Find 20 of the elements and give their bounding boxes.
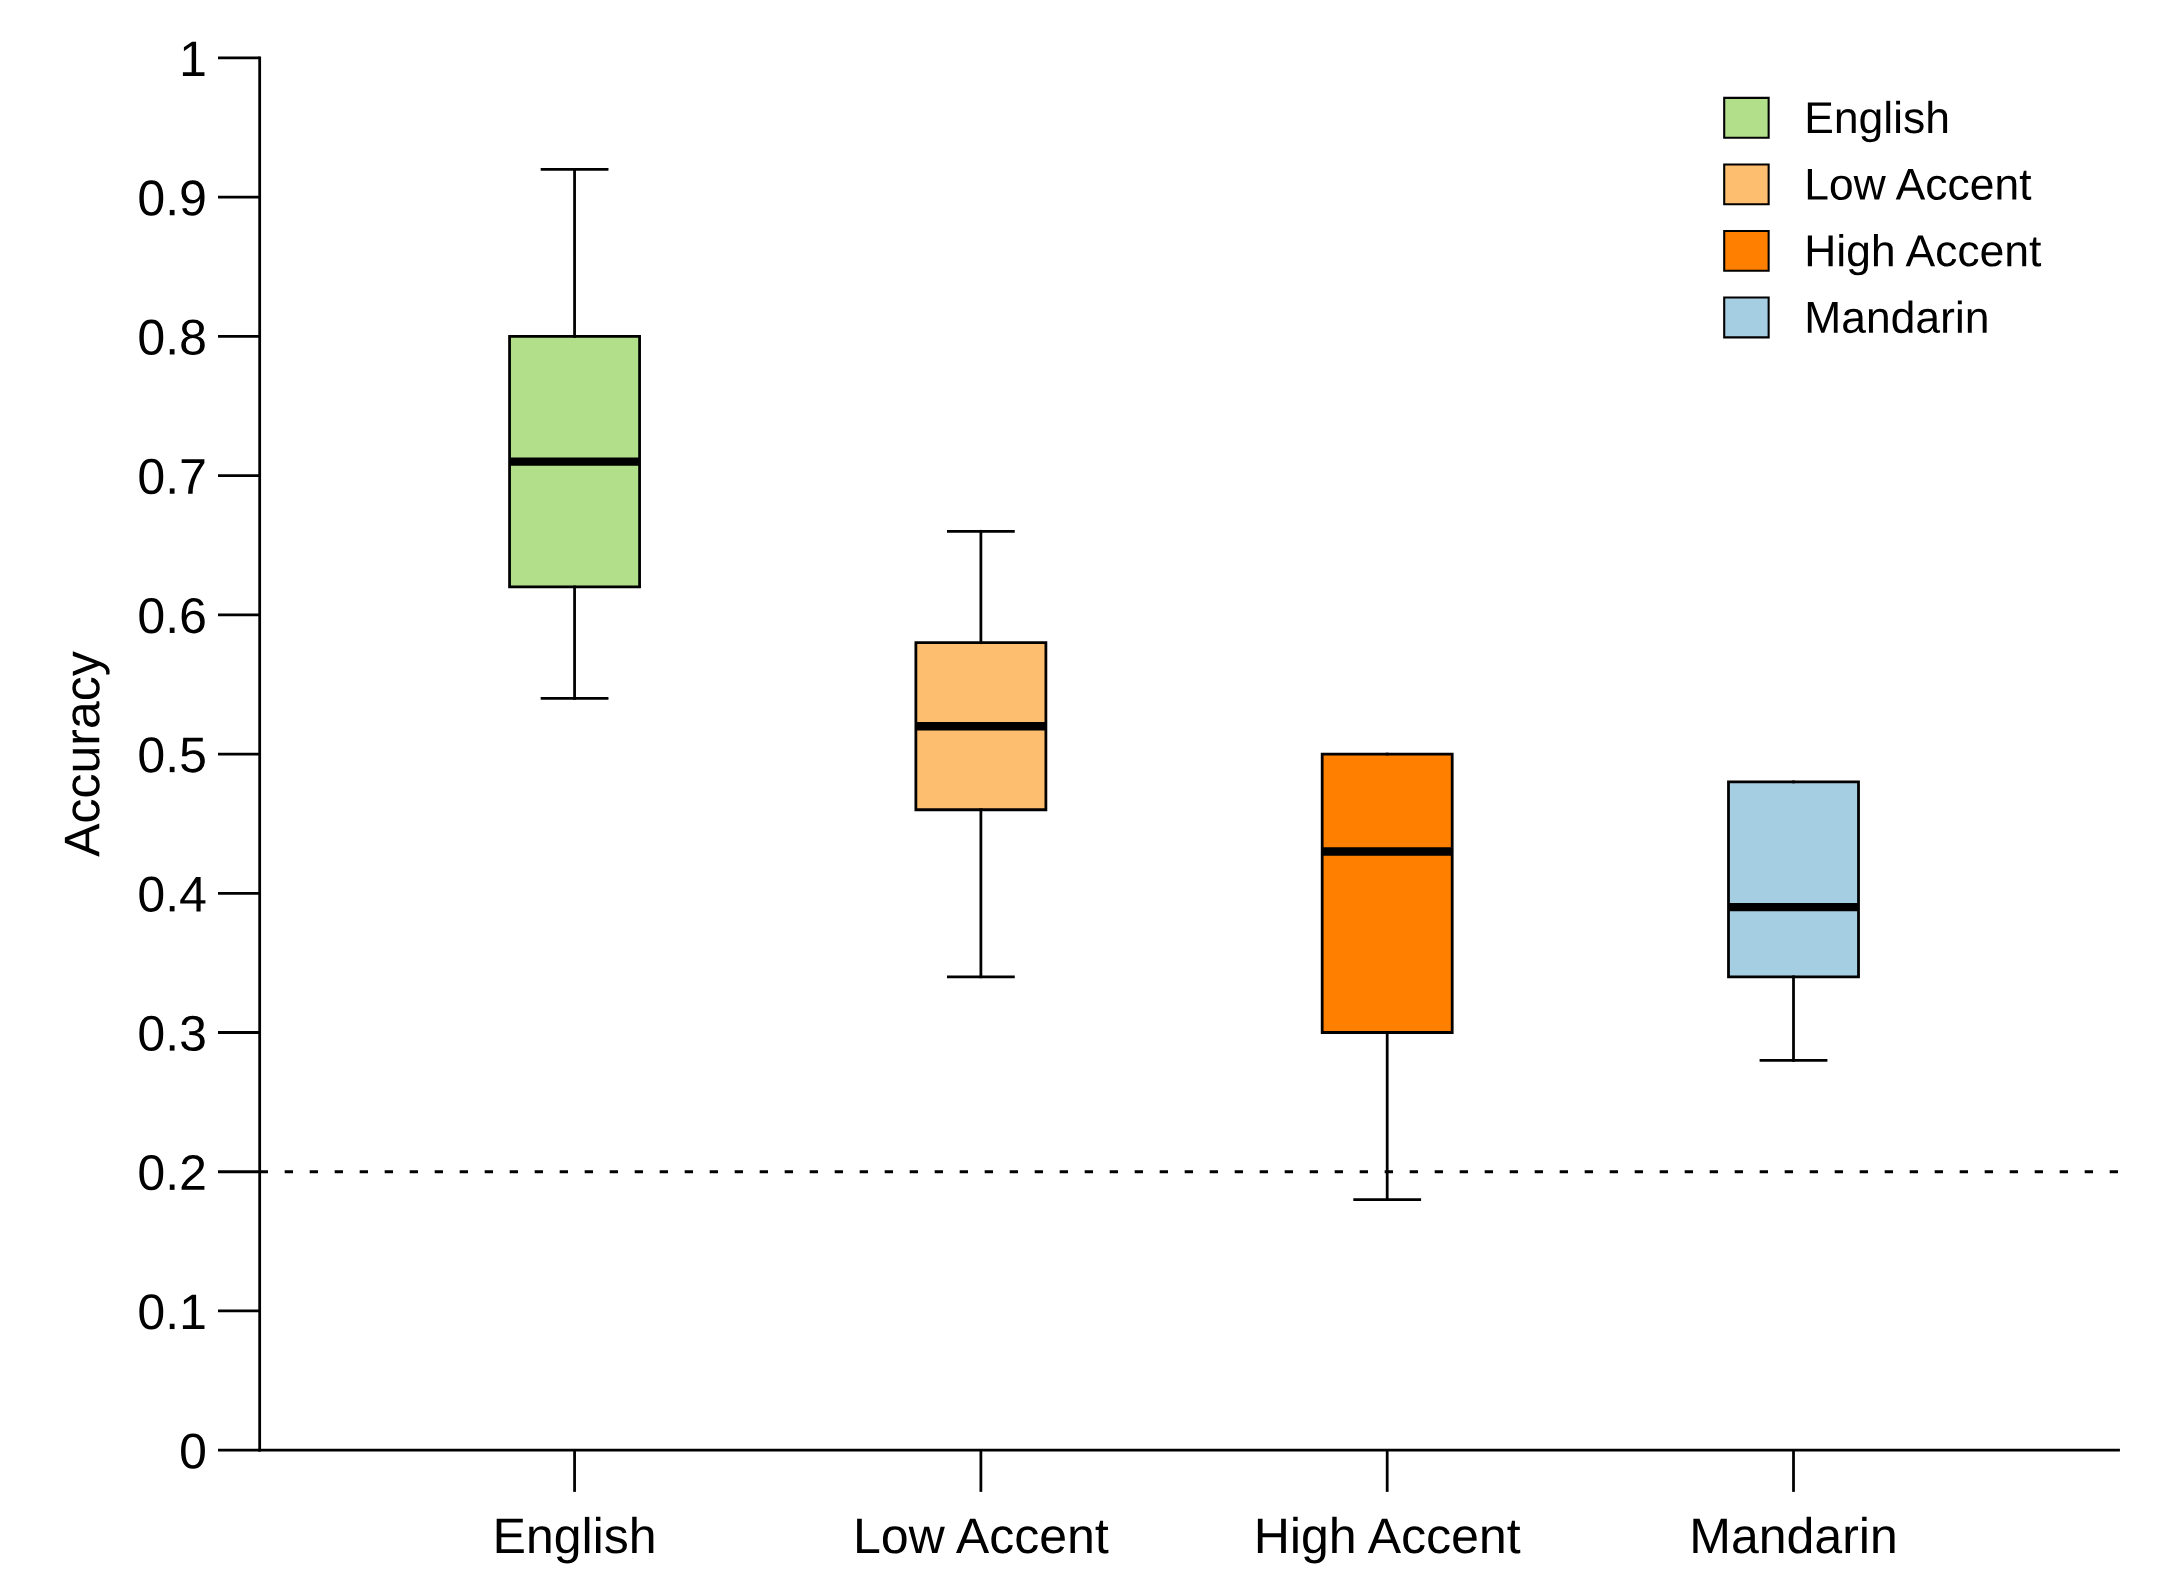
- legend-label: High Accent: [1807, 233, 2042, 276]
- y-tick-label: 0.3: [139, 1015, 205, 1052]
- x-tick-label: Low Accent: [857, 1518, 1109, 1554]
- y-tick-label: 0.2: [139, 1154, 205, 1191]
- y-tick-label: 0.8: [139, 319, 205, 355]
- y-tick-label: 0.7: [139, 458, 205, 495]
- y-tick-label: 0: [181, 1433, 205, 1469]
- y-tick-label: 1: [182, 41, 205, 77]
- y-tick-label: 0.4: [139, 876, 206, 912]
- y-axis-title: Accuracy: [64, 651, 110, 857]
- legend-label: Low Accent: [1807, 169, 2032, 201]
- y-tick-label: 0.6: [139, 598, 205, 634]
- y-tick-label: 0.5: [139, 737, 205, 773]
- x-tick-label: High Accent: [1257, 1516, 1521, 1564]
- y-tick-label: 0.1: [139, 1294, 205, 1330]
- legend-label: English: [1807, 100, 1948, 143]
- x-tick-label: Mandarin: [1693, 1516, 1895, 1554]
- y-tick-label: 0.9: [139, 180, 205, 216]
- legend-label: Mandarin: [1807, 300, 1987, 334]
- x-tick-label: English: [496, 1516, 654, 1564]
